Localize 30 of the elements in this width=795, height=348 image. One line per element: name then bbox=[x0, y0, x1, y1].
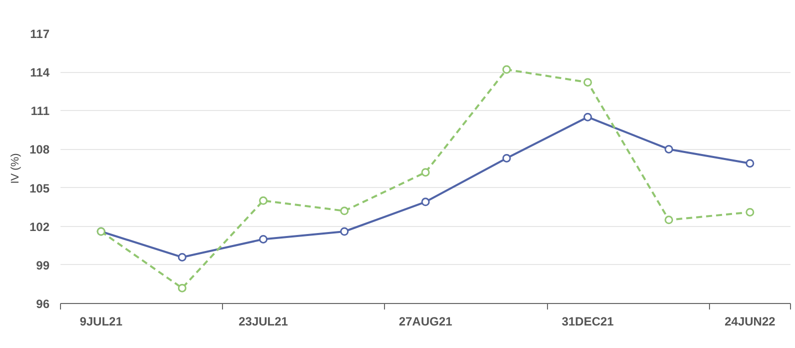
y-tick-label: 114 bbox=[30, 66, 50, 80]
y-axis-title: IV (%) bbox=[9, 153, 22, 184]
y-tick-label: 108 bbox=[29, 142, 50, 157]
y-tick-label: 105 bbox=[29, 181, 50, 196]
x-tick-label: 27AUG21 bbox=[398, 314, 453, 328]
point bbox=[583, 112, 592, 122]
point bbox=[421, 198, 430, 206]
point bbox=[340, 227, 349, 236]
point bbox=[502, 65, 511, 74]
point bbox=[583, 78, 592, 87]
point bbox=[259, 234, 268, 244]
y-tick-label: 117 bbox=[30, 27, 50, 41]
y-tick-label: 102 bbox=[29, 220, 50, 234]
x-tick-label: 9JUL21 bbox=[80, 314, 123, 328]
point bbox=[178, 284, 186, 292]
point bbox=[746, 159, 754, 168]
x-tick-label: 24JUN22 bbox=[724, 314, 776, 328]
point bbox=[340, 206, 349, 216]
point bbox=[259, 196, 268, 205]
y-tick-label: 99 bbox=[36, 258, 50, 272]
point bbox=[502, 154, 511, 162]
x-tick-label: 23JUL21 bbox=[238, 314, 288, 328]
point bbox=[746, 208, 754, 216]
x-tick-label: 31DEC21 bbox=[562, 314, 614, 328]
point bbox=[178, 252, 186, 262]
point bbox=[664, 216, 674, 224]
y-tick-label: 96 bbox=[36, 297, 50, 311]
point bbox=[664, 144, 674, 154]
y-tick-label: 111 bbox=[30, 104, 50, 118]
point bbox=[421, 168, 430, 177]
